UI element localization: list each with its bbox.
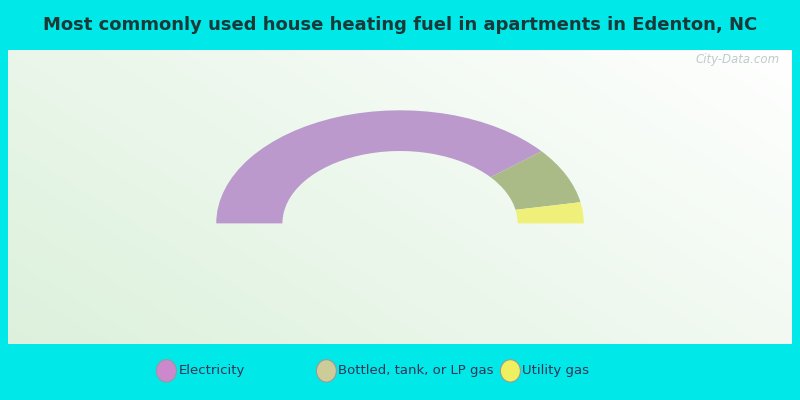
Wedge shape: [515, 202, 584, 223]
Text: Bottled, tank, or LP gas: Bottled, tank, or LP gas: [338, 364, 494, 377]
Ellipse shape: [501, 360, 521, 382]
Ellipse shape: [157, 360, 176, 382]
Wedge shape: [490, 151, 581, 210]
Ellipse shape: [316, 360, 336, 382]
Text: Most commonly used house heating fuel in apartments in Edenton, NC: Most commonly used house heating fuel in…: [43, 16, 757, 34]
Text: City-Data.com: City-Data.com: [696, 53, 780, 66]
Wedge shape: [216, 110, 542, 223]
Text: Electricity: Electricity: [178, 364, 245, 377]
Text: Utility gas: Utility gas: [522, 364, 590, 377]
